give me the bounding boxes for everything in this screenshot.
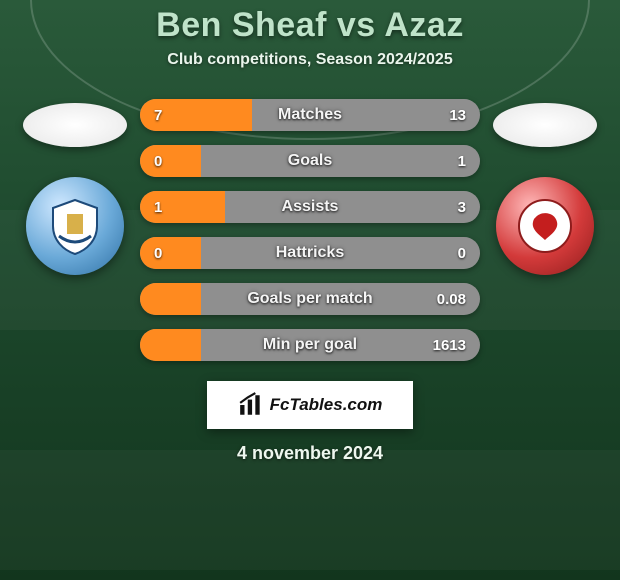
stat-bar-fill — [140, 191, 225, 223]
stat-bar-fill — [140, 329, 201, 361]
stat-bar: 1Assists3 — [140, 191, 480, 223]
left-player-column — [20, 99, 130, 275]
stat-bar: 0Goals1 — [140, 145, 480, 177]
stat-bar: Min per goal1613 — [140, 329, 480, 361]
left-club-crest — [26, 177, 124, 275]
bars-icon — [238, 392, 264, 418]
shield-icon — [45, 196, 105, 256]
stat-bar: 0Hattricks0 — [140, 237, 480, 269]
date-text: 4 november 2024 — [237, 443, 383, 464]
brand-badge: FcTables.com — [207, 381, 413, 429]
page-title: Ben Sheaf vs Azaz — [156, 6, 464, 45]
left-player-photo — [23, 103, 127, 147]
page-subtitle: Club competitions, Season 2024/2025 — [167, 51, 452, 69]
stat-bar: Goals per match0.08 — [140, 283, 480, 315]
stat-bar: 7Matches13 — [140, 99, 480, 131]
right-player-photo — [493, 103, 597, 147]
stat-bar-fill — [140, 283, 201, 315]
brand-text: FcTables.com — [270, 395, 383, 415]
stat-bar-fill — [140, 145, 201, 177]
lion-crest-icon — [515, 196, 575, 256]
stat-bar-fill — [140, 99, 252, 131]
main-row: 7Matches13 0Goals1 1Assists3 0Hattricks0 Goa… — [0, 99, 620, 361]
stat-bar-fill — [140, 237, 201, 269]
content-wrapper: Ben Sheaf vs Azaz Club competitions, Sea… — [0, 0, 620, 580]
stats-column: 7Matches13 0Goals1 1Assists3 0Hattricks0 Goa… — [140, 99, 480, 361]
right-player-column — [490, 99, 600, 275]
right-club-crest — [496, 177, 594, 275]
